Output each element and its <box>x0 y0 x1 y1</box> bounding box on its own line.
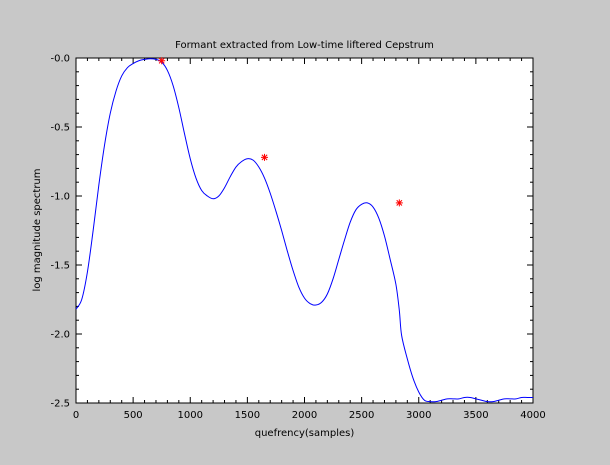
y-tick-label: -2.5 <box>50 399 70 410</box>
formant-peak-marker <box>395 199 403 207</box>
x-tick-label: 3500 <box>463 410 488 421</box>
formant-peak-marker <box>158 57 166 65</box>
x-tick-label: 3000 <box>406 410 431 421</box>
x-tick-label: 500 <box>124 410 143 421</box>
marker-stroke <box>158 57 165 64</box>
marker-stroke <box>261 154 268 161</box>
x-tick-label: 1000 <box>178 410 203 421</box>
y-tick-label: -2.0 <box>50 330 70 341</box>
y-tick-label: -0.5 <box>50 123 70 134</box>
x-tick-label: 0 <box>73 410 79 421</box>
spectrum-line <box>75 58 533 403</box>
x-tick-label: 4000 <box>520 410 545 421</box>
x-axis-title: quefrency(samples) <box>255 428 355 439</box>
marker-stroke <box>396 199 403 206</box>
x-tick-label: 1500 <box>235 410 260 421</box>
y-tick-label: -0.0 <box>50 54 70 65</box>
plot-area <box>75 57 534 404</box>
x-tick-label: 2000 <box>292 410 317 421</box>
y-tick-label: -1.0 <box>50 192 70 203</box>
chart-title: Formant extracted from Low-time liftered… <box>175 40 434 51</box>
y-tick-label: -1.5 <box>50 261 70 272</box>
formant-peak-marker <box>261 153 269 161</box>
x-tick-label: 2500 <box>349 410 374 421</box>
y-axis-title: log magnitude spectrum <box>32 168 43 291</box>
